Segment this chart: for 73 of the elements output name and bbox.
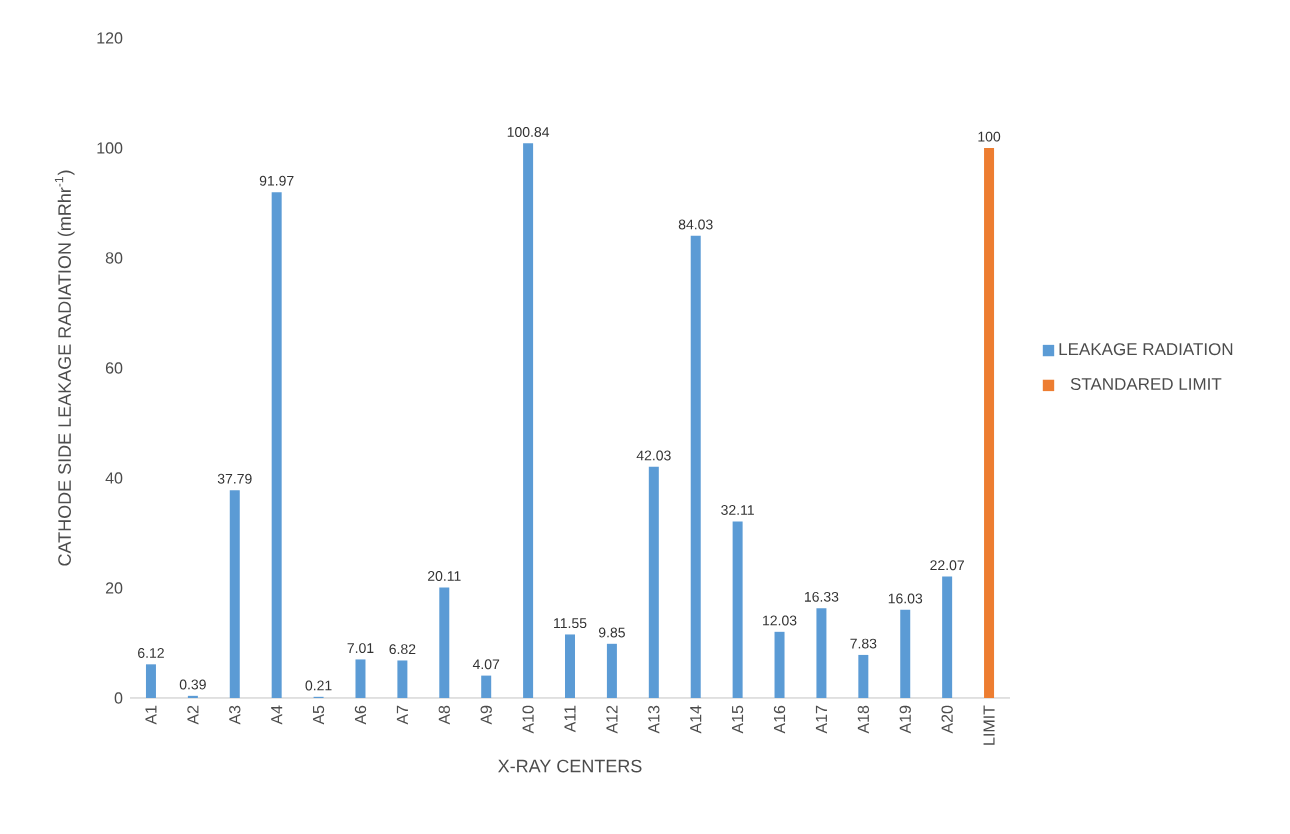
data-label: 7.83 <box>850 638 877 649</box>
legend-label: LEAKAGE RADIATION <box>1059 343 1233 356</box>
data-label: 12.03 <box>763 615 797 626</box>
x-tick-label: A9 <box>480 705 492 725</box>
bar <box>397 660 408 698</box>
x-tick-label: A2 <box>187 705 199 725</box>
x-tick-label: A18 <box>857 705 869 734</box>
x-tick-label: A7 <box>396 705 408 725</box>
bar <box>816 608 827 698</box>
data-label: 11.55 <box>554 618 587 629</box>
data-label: 7.01 <box>347 643 374 654</box>
bar <box>355 659 366 698</box>
data-label: 22.07 <box>930 560 964 571</box>
x-tick-label: A15 <box>732 705 744 734</box>
x-tick-label: A1 <box>145 705 157 725</box>
x-tick-label: A14 <box>690 705 702 734</box>
y-tick-label: 60 <box>105 362 123 374</box>
x-tick-label: A12 <box>606 705 618 734</box>
legend-label: STANDARED LIMIT <box>1070 378 1222 391</box>
data-label: 84.03 <box>678 219 713 230</box>
data-label: 100 <box>978 131 1001 142</box>
x-tick-label: A4 <box>271 705 283 725</box>
data-label: 6.82 <box>389 644 416 655</box>
y-tick-label: 80 <box>105 252 123 264</box>
y-tick-label: 40 <box>105 472 123 484</box>
bar <box>942 576 953 698</box>
bar <box>271 192 282 698</box>
x-tick-label: LIMIT <box>983 705 995 745</box>
x-axis-title: X-RAY CENTERS <box>498 759 642 773</box>
data-label: 32.11 <box>721 505 754 515</box>
data-label: 16.03 <box>888 593 923 604</box>
data-label: 16.33 <box>804 591 839 602</box>
x-tick-label: A20 <box>941 705 953 734</box>
bar <box>523 143 534 698</box>
y-tick-label: 100 <box>97 142 123 154</box>
x-tick-label: A19 <box>899 705 911 734</box>
x-tick-label: A3 <box>229 705 241 725</box>
x-tick-label: A16 <box>773 705 786 734</box>
bar <box>187 695 198 698</box>
bar <box>606 643 617 698</box>
bar <box>481 675 492 698</box>
y-tick-label: 120 <box>97 32 123 44</box>
y-tick-label: 20 <box>105 582 123 594</box>
x-tick-label: A6 <box>354 705 367 725</box>
y-tick-label: 0 <box>114 692 123 704</box>
bar <box>984 147 995 698</box>
x-tick-label: A10 <box>522 705 534 734</box>
bar <box>858 654 869 698</box>
x-tick-label: A13 <box>648 705 660 734</box>
data-label: 100.84 <box>507 127 550 137</box>
bar <box>229 490 240 698</box>
data-label: 6.12 <box>138 648 164 658</box>
y-axis-title: CATHODE SIDE LEAKAGE RADIATION (mRhr$^{-1}$) <box>54 170 75 566</box>
x-tick-label: A17 <box>815 705 827 734</box>
data-label: 20.11 <box>427 571 461 581</box>
data-label: 0.21 <box>305 680 332 691</box>
bar <box>648 466 659 698</box>
x-tick-label: A5 <box>312 705 325 725</box>
bar <box>145 664 156 698</box>
bar <box>690 235 701 698</box>
x-tick-label: A8 <box>438 705 450 725</box>
data-label: 37.79 <box>217 473 252 484</box>
data-label: 91.97 <box>259 175 294 186</box>
bar <box>439 587 450 698</box>
bar <box>900 609 911 698</box>
data-label: 0.39 <box>179 679 206 690</box>
data-label: 9.85 <box>598 627 625 638</box>
bar <box>774 631 785 698</box>
bar <box>565 634 576 698</box>
x-tick-label: A11 <box>564 705 576 733</box>
bar <box>732 521 743 698</box>
data-label: 42.03 <box>636 450 671 461</box>
data-label: 4.07 <box>472 659 500 670</box>
